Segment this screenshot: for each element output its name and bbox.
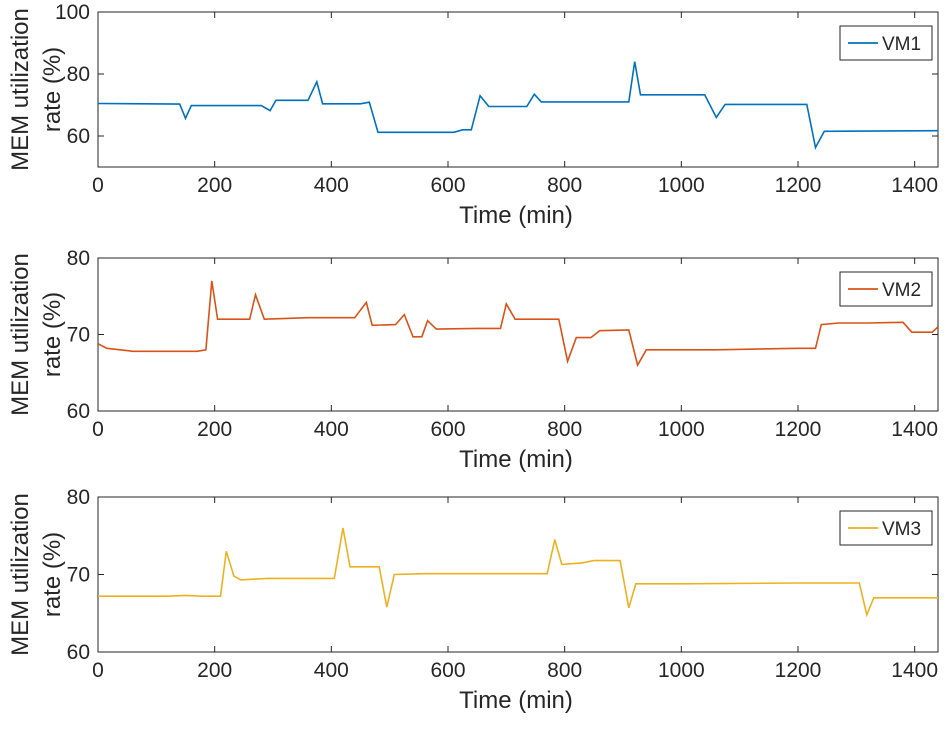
y-tick-label: 60 bbox=[67, 400, 90, 423]
x-tick-label: 1200 bbox=[775, 418, 822, 441]
x-tick-label: 400 bbox=[314, 659, 349, 682]
x-tick-label: 1000 bbox=[658, 418, 705, 441]
y-axis-label-line1: MEM utilization bbox=[7, 253, 34, 416]
x-tick-label: 0 bbox=[92, 418, 104, 441]
x-axis-label: Time (min) bbox=[459, 202, 573, 229]
y-axis-label-line2: rate (%) bbox=[39, 47, 66, 132]
y-tick-label: 60 bbox=[67, 641, 90, 664]
x-tick-label: 800 bbox=[547, 174, 582, 197]
x-tick-label: 200 bbox=[197, 174, 232, 197]
y-tick-label: 80 bbox=[67, 486, 90, 509]
series-line-vm1 bbox=[98, 61, 938, 150]
axes-box bbox=[97, 257, 939, 412]
y-axis-label-line1: MEM utilization bbox=[7, 8, 34, 171]
y-tick-label: 100 bbox=[55, 1, 90, 24]
y-axis-label-line2: rate (%) bbox=[39, 292, 66, 377]
legend: VM2 bbox=[839, 271, 933, 307]
y-tick-label: 70 bbox=[67, 324, 90, 347]
x-tick-label: 600 bbox=[430, 418, 465, 441]
legend-label: VM3 bbox=[882, 519, 921, 540]
x-axis-label: Time (min) bbox=[459, 687, 573, 714]
x-tick-label: 400 bbox=[314, 174, 349, 197]
x-tick-label: 1000 bbox=[658, 659, 705, 682]
x-tick-label: 1400 bbox=[891, 418, 938, 441]
x-axis-label: Time (min) bbox=[459, 446, 573, 473]
x-tick-label: 200 bbox=[197, 659, 232, 682]
x-tick-label: 600 bbox=[430, 174, 465, 197]
chart-panel-1: 0 200 400 600 800 1000 1200 1400 60 80 100 Time (mi… bbox=[7, 1, 939, 229]
legend-label: VM1 bbox=[882, 34, 921, 55]
y-tick-label: 80 bbox=[67, 63, 90, 86]
x-tick-label: 1200 bbox=[775, 174, 822, 197]
y-tick-label: 80 bbox=[67, 247, 90, 270]
axes-box bbox=[97, 11, 939, 168]
x-tick-label: 600 bbox=[430, 659, 465, 682]
y-axis-label-line1: MEM utilization bbox=[7, 493, 34, 656]
y-tick-label: 60 bbox=[67, 125, 90, 148]
legend: VM1 bbox=[839, 25, 933, 61]
y-axis-label-line2: rate (%) bbox=[39, 532, 66, 617]
y-tick-label: 70 bbox=[67, 564, 90, 587]
legend-label: VM2 bbox=[882, 280, 921, 301]
x-tick-label: 1000 bbox=[658, 174, 705, 197]
x-tick-label: 800 bbox=[547, 659, 582, 682]
chart-panel-2: 0 200 400 600 800 1000 1200 1400 60 70 80 Time (min… bbox=[7, 247, 939, 473]
x-tick-label: 800 bbox=[547, 418, 582, 441]
x-tick-label: 1400 bbox=[891, 659, 938, 682]
legend: VM3 bbox=[839, 510, 933, 546]
series-line-vm2 bbox=[98, 280, 938, 368]
series-line-vm3 bbox=[98, 527, 938, 618]
chart-panel-3: 0 200 400 600 800 1000 1200 1400 60 70 80 Time (min… bbox=[7, 486, 939, 714]
x-tick-label: 400 bbox=[314, 418, 349, 441]
x-tick-label: 1400 bbox=[891, 174, 938, 197]
x-tick-label: 0 bbox=[92, 659, 104, 682]
x-tick-label: 1200 bbox=[775, 659, 822, 682]
x-tick-label: 0 bbox=[92, 174, 104, 197]
x-tick-label: 200 bbox=[197, 418, 232, 441]
